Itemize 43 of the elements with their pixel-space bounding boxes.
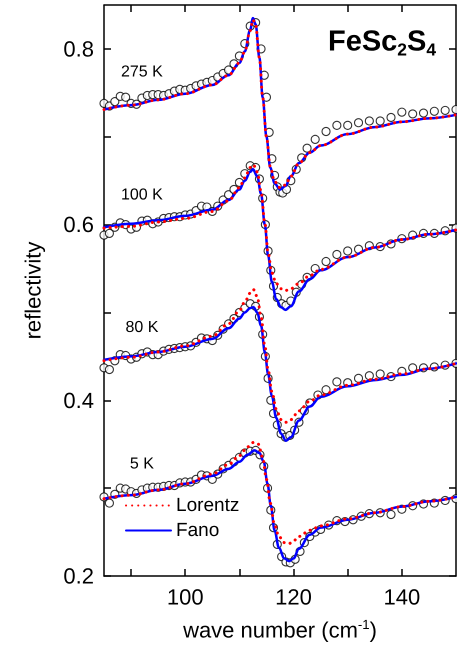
legend-label: Lorentz [176, 495, 240, 516]
point [364, 371, 374, 380]
point [354, 374, 364, 383]
point [343, 120, 352, 130]
point [302, 144, 312, 153]
point [332, 250, 342, 260]
point [440, 106, 450, 115]
point [408, 363, 418, 372]
y-tick-label: 0.4 [63, 388, 94, 413]
y-tick-label: 0.6 [63, 212, 94, 238]
x-tick-label: 140 [383, 584, 420, 610]
y-tick-label: 0.2 [63, 564, 94, 588]
annotation: 275 K [121, 64, 164, 81]
annotation: 80 K [125, 319, 159, 336]
point [332, 120, 342, 130]
point [376, 116, 385, 126]
point [310, 134, 320, 144]
point [386, 112, 396, 122]
annotation: 100 K [121, 186, 164, 204]
annotation: 5 K [130, 455, 154, 472]
point [321, 385, 331, 394]
point [321, 126, 331, 136]
point [104, 498, 114, 508]
legend-label: Fano [176, 520, 220, 541]
point [104, 365, 114, 374]
point [376, 369, 385, 378]
point [397, 108, 406, 117]
point [430, 106, 439, 116]
x-tick-label: 100 [166, 584, 204, 610]
point [364, 116, 374, 126]
point [418, 108, 428, 118]
point [321, 256, 331, 266]
point [104, 228, 114, 238]
point [121, 92, 130, 102]
point [110, 97, 120, 106]
point [343, 246, 352, 256]
y-axis-title: reflectivity [20, 242, 46, 340]
y-tick-label: 0.8 [63, 36, 94, 62]
point [332, 377, 342, 386]
x-tick-label: 120 [275, 584, 312, 610]
point [408, 109, 418, 118]
point [354, 118, 364, 128]
point [386, 510, 396, 520]
